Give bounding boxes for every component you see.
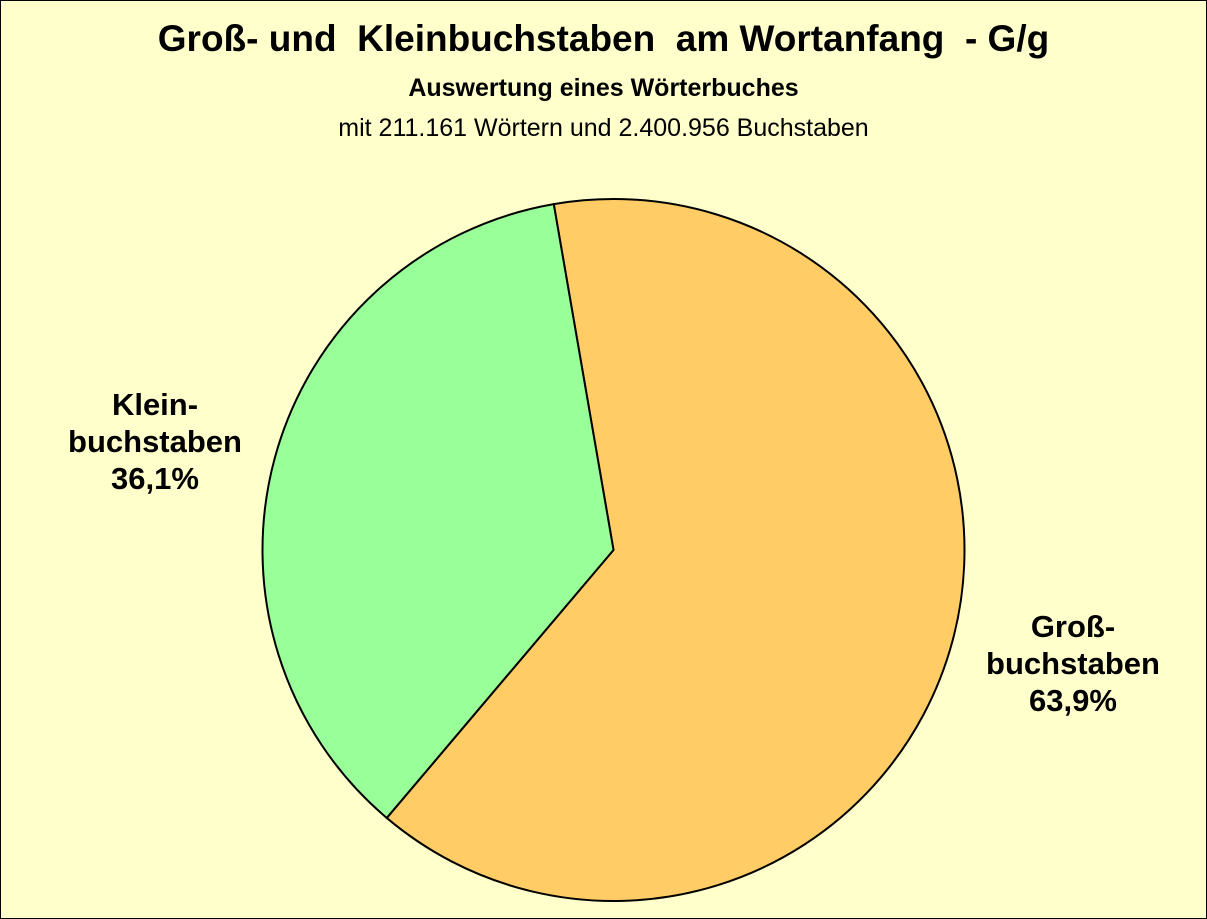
chart-subtitle: Auswertung eines Wörterbuches [408, 74, 799, 102]
label-line: buchstaben [68, 424, 242, 459]
pie-slice-gross [385, 198, 966, 902]
data-label-gross: Groß- buchstaben 63,9% [943, 608, 1203, 719]
label-line: Groß- [1030, 609, 1116, 644]
chart-subtitle-2: mit 211.161 Wörtern und 2.400.956 Buchst… [338, 114, 869, 142]
pie-slice-klein [261, 202, 615, 820]
chart-title: Groß- und Kleinbuchstaben am Wortanfang … [157, 18, 1050, 59]
label-value: 63,9% [1029, 683, 1117, 718]
label-line: Klein- [111, 387, 199, 422]
data-label-klein: Klein- buchstaben 36,1% [25, 386, 285, 497]
label-line: buchstaben [986, 646, 1160, 681]
label-value: 36,1% [111, 461, 199, 496]
